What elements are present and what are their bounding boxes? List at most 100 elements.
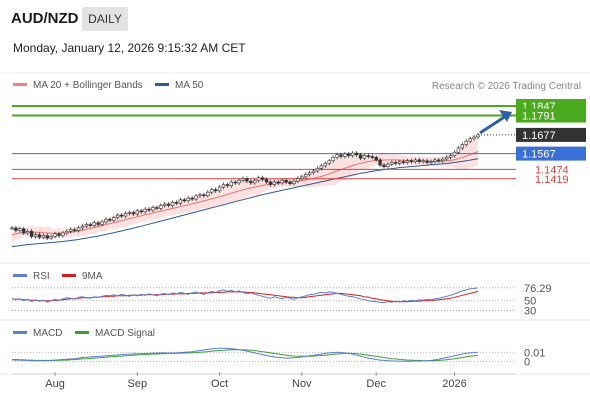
candle-body (401, 161, 406, 163)
candle-body (394, 162, 398, 164)
candle-body (397, 161, 402, 164)
legend-swatch-ma50 (155, 82, 169, 86)
legend-label-ma50: MA 50 (175, 80, 204, 91)
candle-body (382, 164, 386, 167)
candle-body (194, 195, 198, 200)
candle-body (14, 227, 18, 231)
x-axis: Aug Sep Oct Nov Dec 2026 (12, 372, 516, 390)
candle-body (421, 160, 425, 163)
level-tag-last-price (516, 127, 586, 142)
candle-body (170, 202, 175, 206)
candle-body (135, 210, 140, 215)
candle-body (92, 222, 96, 226)
candle-body (468, 138, 472, 142)
candle-body (96, 222, 100, 225)
macd-panel: 0.010 (11, 347, 545, 368)
candle-body (76, 227, 81, 231)
rsi-level-label: 76.29 (524, 283, 552, 295)
candle-body (18, 228, 22, 231)
timeframe-badge[interactable]: DAILY (82, 7, 128, 31)
candle-body (272, 181, 277, 185)
candle-body (57, 233, 61, 236)
research-credit: Research © 2026 Trading Central (431, 81, 581, 92)
candle-body (362, 155, 367, 159)
candle-body (155, 207, 159, 209)
candle-body (268, 181, 273, 185)
candle-body (444, 157, 449, 160)
legend-rsi: RSI (13, 271, 50, 282)
candle-body (53, 233, 57, 237)
candle-body (405, 160, 410, 163)
candle-body (417, 159, 421, 162)
candle-body (229, 181, 233, 187)
candle-body (472, 136, 476, 139)
rsi-line (11, 287, 479, 304)
candle-body (319, 165, 324, 169)
level-label-support: 1.1419 (535, 174, 569, 186)
trend-arrow-head (499, 110, 512, 123)
candle-body (448, 155, 453, 158)
candle-body (69, 229, 73, 232)
candle-body (409, 160, 414, 163)
candle-body (237, 180, 241, 184)
candle-body (147, 208, 151, 211)
candle-body (143, 208, 147, 213)
x-tick-label: Nov (292, 378, 312, 390)
candle-body (166, 203, 171, 206)
candle-body (378, 159, 382, 166)
candle-body (25, 231, 30, 234)
candle-body (366, 155, 371, 157)
candle-body (358, 154, 363, 159)
x-tick-label: Aug (45, 378, 65, 390)
legend-macd-signal: MACD Signal (75, 328, 155, 339)
candle-body (88, 224, 93, 226)
candle-body (452, 151, 457, 156)
candle-body (163, 203, 167, 206)
candle-body (198, 194, 202, 197)
level-tag-resistance (516, 108, 586, 123)
ma20-line (11, 150, 479, 236)
candle-body (65, 231, 69, 234)
candle-body (221, 184, 226, 188)
legend-label-rsi: RSI (33, 271, 50, 282)
candle-body (33, 234, 38, 237)
candle-body (433, 159, 437, 162)
rsi-level-label: 30 (524, 306, 536, 318)
level-label-pivot: 1.1567 (522, 149, 556, 161)
candle-body (104, 219, 108, 223)
legend-label-ma20: MA 20 + Bollinger Bands (33, 80, 143, 91)
candle-body (213, 189, 218, 192)
x-tick-label: Sep (128, 378, 148, 390)
candle-body (464, 140, 468, 145)
macd-level-label: 0 (524, 356, 530, 368)
candle-body (45, 235, 49, 239)
candle-body (288, 181, 292, 184)
candle-body (303, 174, 308, 178)
x-tick-label: Oct (211, 378, 228, 390)
candle-body (260, 177, 265, 180)
candle-body (280, 180, 284, 184)
legend-label-macd: MACD (33, 328, 63, 339)
candle-body (22, 228, 26, 234)
candle-body (347, 153, 351, 156)
candle-body (456, 147, 461, 153)
level-label-last-price: 1.1677 (522, 130, 556, 142)
candle-body (323, 163, 327, 167)
candle-body (80, 225, 85, 229)
candle-body (425, 160, 429, 163)
candle-body (29, 231, 34, 237)
ma50-line (11, 158, 479, 248)
candle-body (41, 235, 46, 238)
candle-body (178, 199, 183, 204)
candle-body (241, 178, 245, 181)
candle-body (119, 214, 124, 217)
candle-body (139, 210, 143, 213)
candle-body (315, 168, 320, 172)
candle-body (257, 177, 261, 181)
x-tick-label: Dec (366, 378, 386, 390)
candle-body (202, 194, 206, 197)
legend-swatch-rsi (13, 273, 27, 277)
